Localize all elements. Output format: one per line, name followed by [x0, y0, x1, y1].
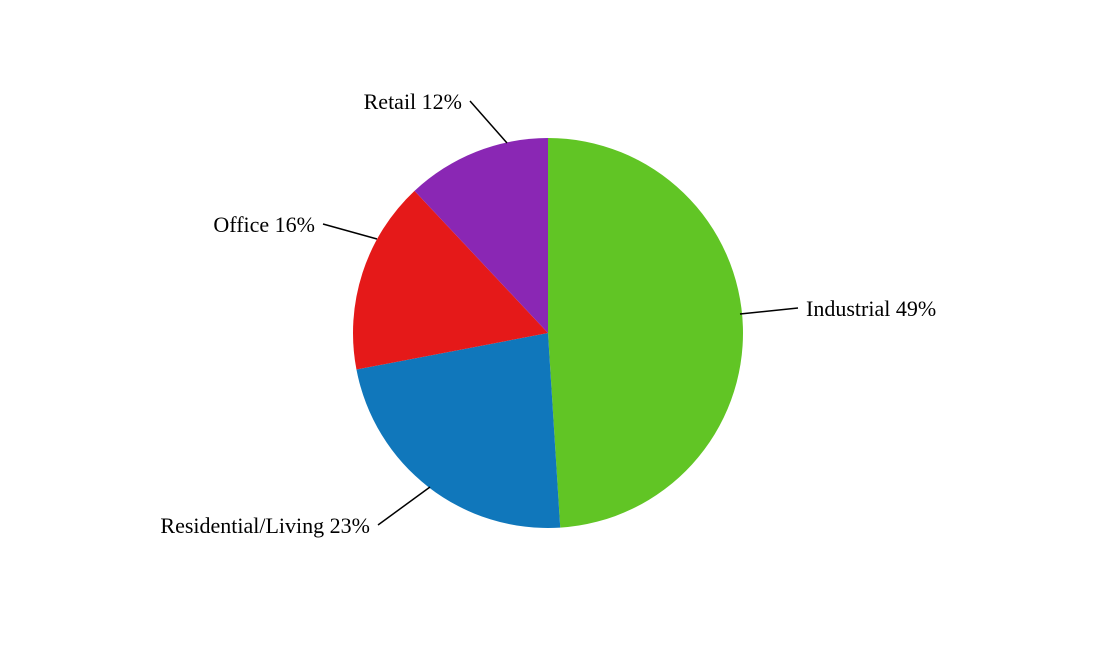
leader-office	[323, 224, 377, 239]
pie-slices	[353, 138, 743, 528]
label-residential-living: Residential/Living 23%	[160, 513, 370, 538]
leader-retail	[470, 101, 507, 143]
label-retail: Retail 12%	[364, 89, 462, 114]
leader-industrial	[740, 308, 798, 314]
slice-industrial	[548, 138, 743, 528]
label-industrial: Industrial 49%	[806, 296, 936, 321]
leader-residential-living	[378, 487, 430, 525]
label-office: Office 16%	[213, 212, 315, 237]
pie-chart: Industrial 49% Residential/Living 23% Offi…	[0, 0, 1096, 666]
